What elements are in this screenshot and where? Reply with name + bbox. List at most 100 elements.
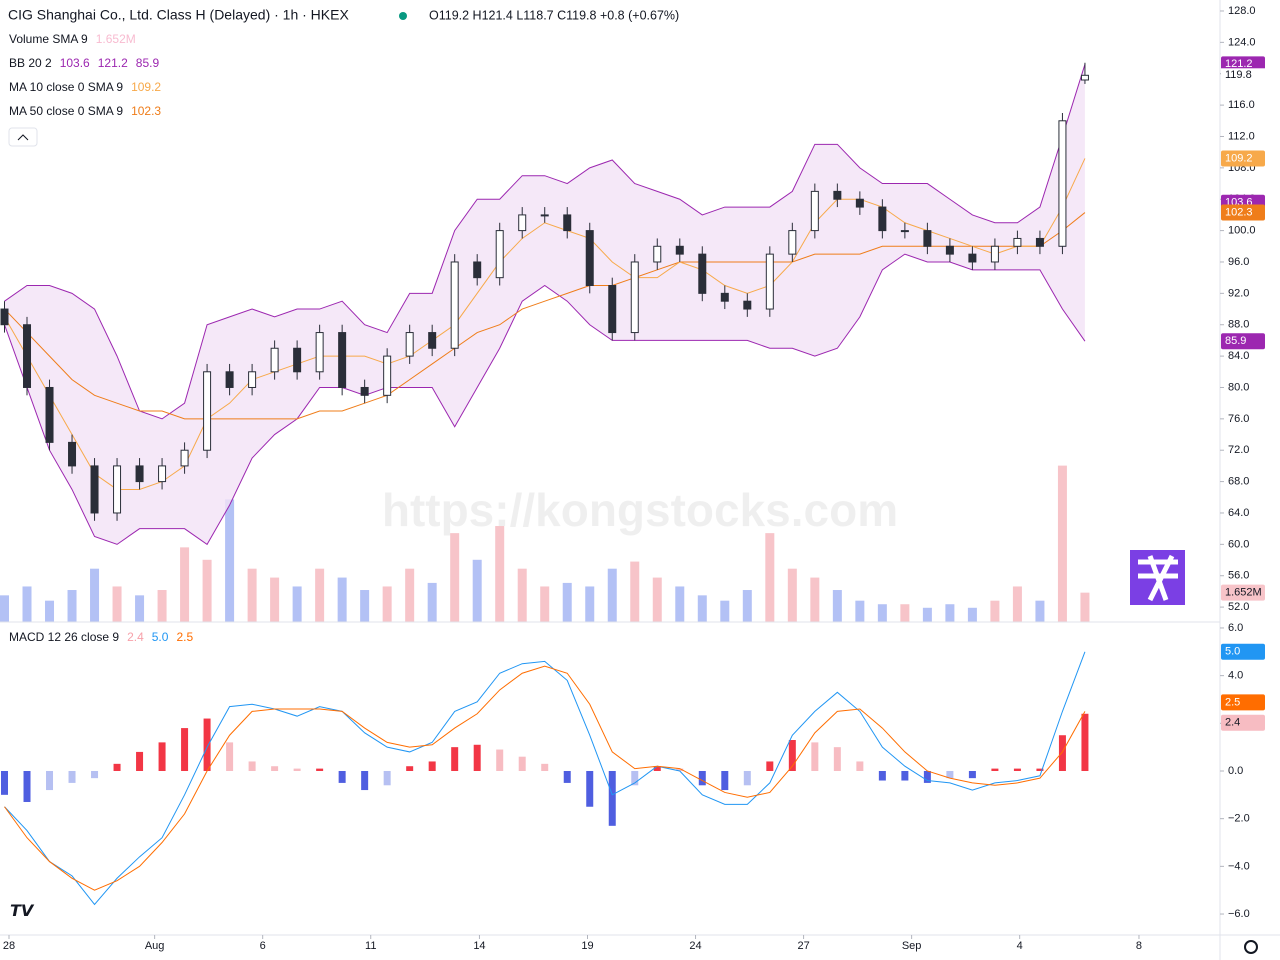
volume-bar xyxy=(202,559,212,622)
candle-body xyxy=(810,190,819,232)
volume-bar xyxy=(967,607,977,622)
macd-histogram-bar xyxy=(496,749,504,771)
candle-body xyxy=(1013,237,1022,247)
macd-histogram-bar xyxy=(901,770,909,781)
candle-body xyxy=(563,214,572,232)
volume-bar xyxy=(360,590,370,622)
volume-bar xyxy=(810,577,820,622)
macd-y-tick-label: −4.0 xyxy=(1228,860,1250,872)
candle-body xyxy=(248,371,257,388)
volume-bar xyxy=(630,561,640,622)
volume-bar xyxy=(585,586,595,622)
macd-histogram-bar xyxy=(1036,768,1044,771)
ma50-badge-label: 102.3 xyxy=(1225,206,1253,218)
x-tick-label: Aug xyxy=(145,940,165,952)
macd-histogram-bar xyxy=(451,747,459,771)
x-tick-label: 19 xyxy=(581,940,593,952)
axis: 52.056.060.064.068.072.076.080.084.088.0… xyxy=(3,5,1256,952)
bollinger-upper xyxy=(4,64,1086,420)
volume-bar xyxy=(742,590,752,622)
macd-histogram-bar xyxy=(833,747,841,771)
macd-histogram-bar xyxy=(518,756,526,771)
tv-logo[interactable]: 𝙏𝙑 xyxy=(10,903,35,920)
volume-bar xyxy=(382,586,392,622)
macd-histogram-bar xyxy=(676,768,684,771)
signal-badge-label: 2.5 xyxy=(1225,696,1240,708)
volume-bar xyxy=(1035,600,1045,622)
chart-title: CIG Shanghai Co., Ltd. Class H (Delayed)… xyxy=(8,7,349,23)
candle-body xyxy=(90,465,99,514)
volume-bar xyxy=(247,568,257,622)
macd-histogram-bar xyxy=(586,770,594,807)
signal-line xyxy=(4,665,1086,891)
macd-histogram-bar xyxy=(856,761,864,771)
macd-histogram-bar xyxy=(946,770,954,779)
macd-histogram-bar xyxy=(473,744,481,771)
candle-body xyxy=(225,371,234,388)
volume-bar xyxy=(22,586,32,622)
macd-line xyxy=(4,651,1086,906)
candle-body xyxy=(158,465,167,483)
x-tick-label: 24 xyxy=(689,940,701,952)
candle-body xyxy=(608,285,617,334)
volume-bar xyxy=(562,582,572,622)
bb-lower-badge-label: 85.9 xyxy=(1225,335,1246,347)
volume-bar xyxy=(157,590,167,622)
y-tick-label: 80.0 xyxy=(1228,381,1249,393)
macd-y-tick-label: 6.0 xyxy=(1228,622,1243,634)
bollinger-lower xyxy=(4,253,1086,546)
candle-body xyxy=(720,292,729,302)
macd-histogram-bar xyxy=(46,770,54,791)
candle-body xyxy=(113,465,122,514)
candle-body xyxy=(293,347,302,373)
y-tick-label: 84.0 xyxy=(1228,350,1249,362)
legend-name: MA 50 close 0 SMA 9 xyxy=(9,104,123,118)
candle-body xyxy=(135,465,144,483)
candle-body xyxy=(990,245,999,263)
legend-entry: BB 20 2 103.6 121.2 85.9 xyxy=(9,56,159,70)
macd-histogram-bar xyxy=(608,770,616,826)
market-status[interactable] xyxy=(399,12,407,20)
logo-mark xyxy=(1138,554,1178,602)
y-tick-label: 100.0 xyxy=(1228,225,1256,237)
histogram-badge: 2.4 xyxy=(1221,714,1265,731)
volume-bar xyxy=(697,595,707,622)
candle-body xyxy=(923,230,932,247)
volume-bar xyxy=(540,586,550,622)
macd-histogram-bar xyxy=(203,718,211,771)
macd-histogram-bar xyxy=(766,761,774,771)
candle-body xyxy=(833,190,842,200)
volume-bar xyxy=(495,526,505,622)
watermark: https://kongstocks.com xyxy=(382,484,898,536)
candle-body xyxy=(653,245,662,263)
candle-body xyxy=(968,253,977,263)
volume-bar xyxy=(607,568,617,622)
collapse-icon xyxy=(17,134,29,141)
legend-name: Volume SMA 9 xyxy=(9,32,88,46)
collapse-legend-button[interactable] xyxy=(8,127,38,147)
x-tick-label: 28 xyxy=(3,940,15,952)
bb-lower-badge-bg xyxy=(1221,333,1265,350)
legend-entry: MA 50 close 0 SMA 9 102.3 xyxy=(9,104,161,118)
y-tick-label: 92.0 xyxy=(1228,287,1249,299)
macd-y-tick-label: −6.0 xyxy=(1228,908,1250,920)
x-tick-label: 4 xyxy=(1017,940,1023,952)
macd-histogram-bar xyxy=(631,770,639,786)
macd-histogram-bar xyxy=(788,740,796,771)
volume-bar xyxy=(270,577,280,622)
settings-button[interactable] xyxy=(1244,940,1258,954)
macd-histogram-bar xyxy=(338,770,346,783)
candle-body xyxy=(180,449,189,467)
volume-bar xyxy=(652,577,662,622)
legend-name: MACD 12 26 close 9 xyxy=(9,630,119,644)
volume-bar xyxy=(472,559,482,622)
candle-body xyxy=(68,441,77,467)
volume-bar xyxy=(112,586,122,622)
y-tick-label: 96.0 xyxy=(1228,256,1249,268)
volume-badge-label: 1.652M xyxy=(1225,587,1262,599)
candle-body xyxy=(788,230,797,255)
macd-histogram-bar xyxy=(271,766,279,771)
y-tick-label: 72.0 xyxy=(1228,444,1249,456)
volume-bar xyxy=(855,600,865,622)
